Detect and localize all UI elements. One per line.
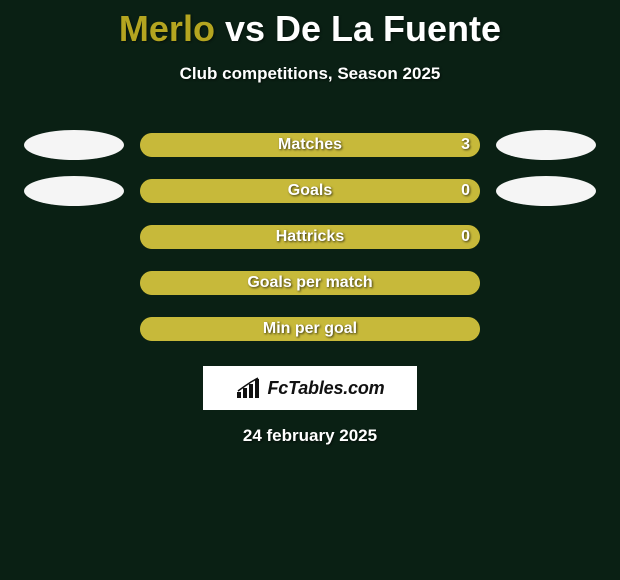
stat-value-right: 0	[451, 179, 480, 203]
spacer	[496, 314, 596, 344]
player2-marker	[496, 130, 596, 160]
spacer	[24, 222, 124, 252]
stat-bar: Hattricks0	[140, 225, 480, 249]
stat-row: Hattricks0	[0, 214, 620, 260]
player1-name: Merlo	[119, 8, 215, 49]
stat-label: Matches	[140, 133, 480, 157]
stat-bar: Goals0	[140, 179, 480, 203]
stat-bar: Matches3	[140, 133, 480, 157]
spacer	[24, 314, 124, 344]
stat-label: Goals	[140, 179, 480, 203]
logo-box: FcTables.com	[203, 366, 417, 410]
page-title: Merlo vs De La Fuente	[0, 0, 620, 50]
date-text: 24 february 2025	[0, 426, 620, 446]
stat-rows: Matches3Goals0Hattricks0Goals per matchM…	[0, 122, 620, 352]
stat-value-right: 3	[451, 133, 480, 157]
stat-row: Goals0	[0, 168, 620, 214]
stat-label: Goals per match	[140, 271, 480, 295]
stat-bar: Min per goal	[140, 317, 480, 341]
stat-label: Hattricks	[140, 225, 480, 249]
player1-marker	[24, 176, 124, 206]
fctables-logo-icon	[236, 377, 262, 399]
player2-name: De La Fuente	[275, 8, 501, 49]
stat-row: Matches3	[0, 122, 620, 168]
player1-marker	[24, 130, 124, 160]
stat-row: Min per goal	[0, 306, 620, 352]
logo-text: FcTables.com	[268, 378, 385, 399]
stat-value-right: 0	[451, 225, 480, 249]
player2-marker	[496, 176, 596, 206]
subtitle: Club competitions, Season 2025	[0, 64, 620, 84]
spacer	[496, 222, 596, 252]
stat-label: Min per goal	[140, 317, 480, 341]
vs-text: vs	[225, 8, 265, 49]
spacer	[24, 268, 124, 298]
spacer	[496, 268, 596, 298]
stat-row: Goals per match	[0, 260, 620, 306]
stat-bar: Goals per match	[140, 271, 480, 295]
